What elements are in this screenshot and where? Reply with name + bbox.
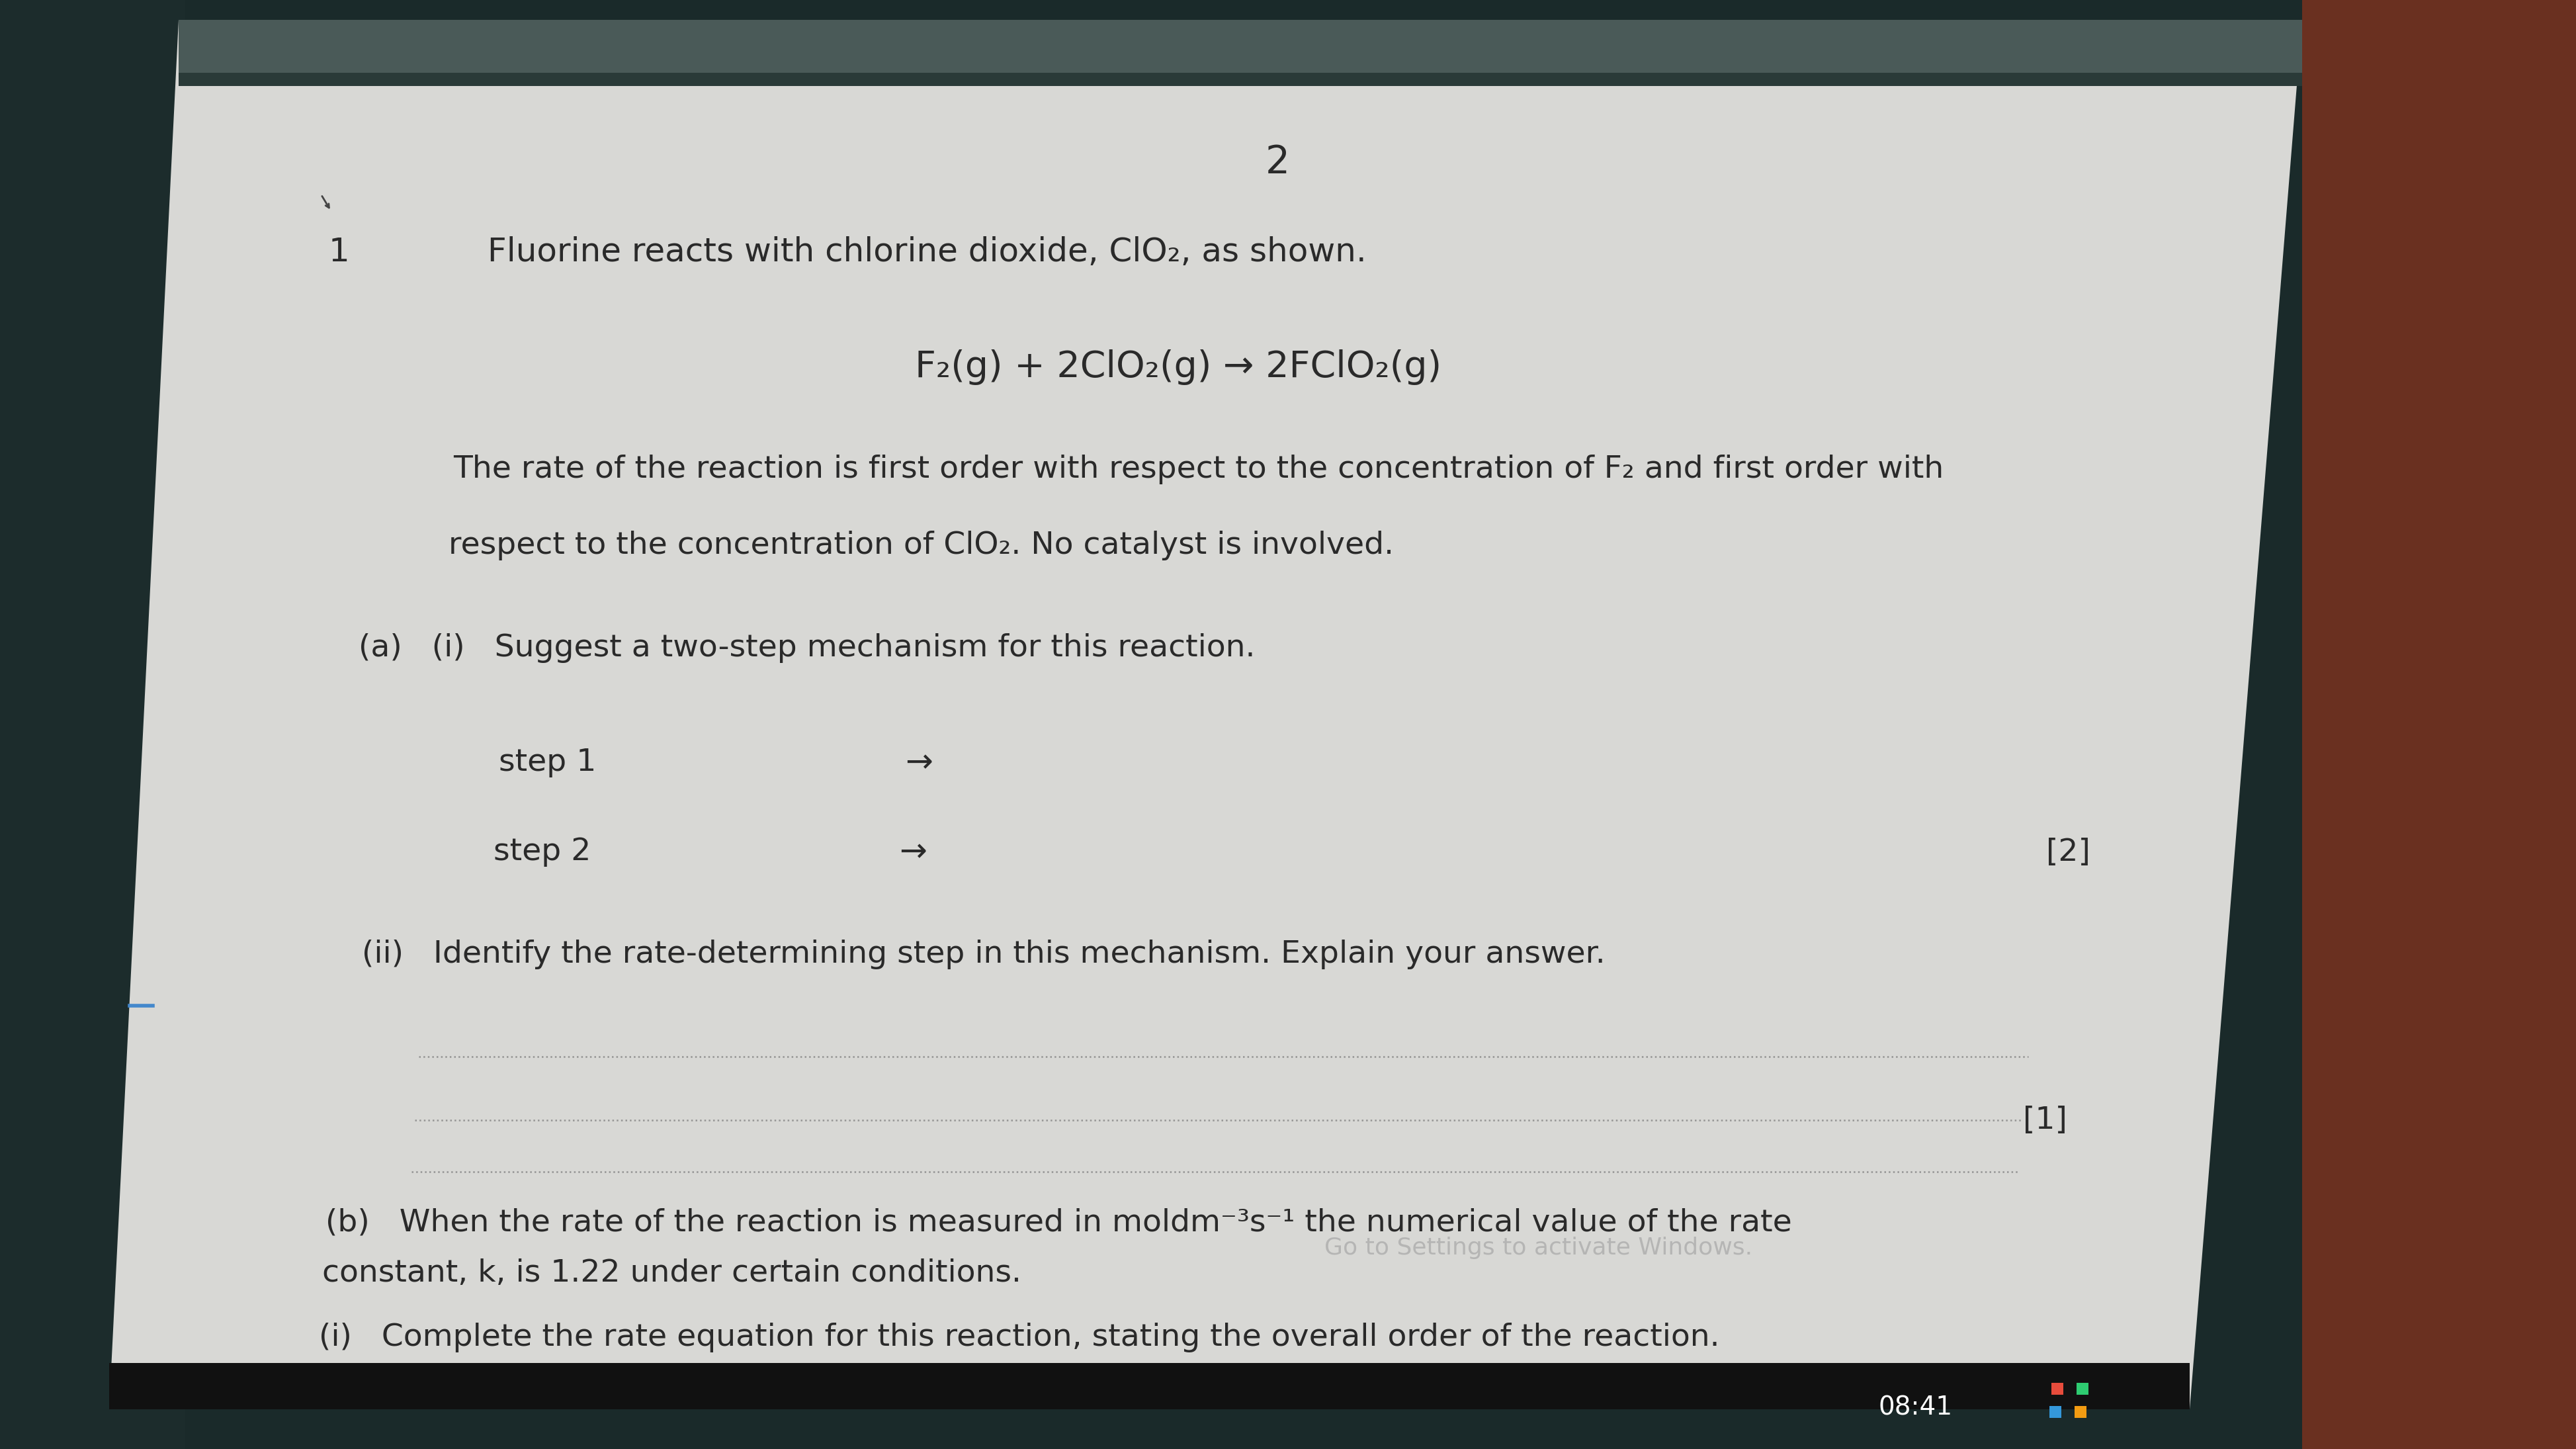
Text: Fluorine reacts with chlorine dioxide, ClO₂, as shown.: Fluorine reacts with chlorine dioxide, C…	[487, 236, 1365, 268]
Bar	[2050, 1382, 2063, 1395]
Bar	[2050, 1406, 2061, 1419]
Text: (i)   Complete the rate equation for this reaction, stating the overall order of: (i) Complete the rate equation for this …	[319, 1323, 1721, 1352]
Text: constant, k, is 1.22 under certain conditions.: constant, k, is 1.22 under certain condi…	[322, 1259, 1023, 1288]
Polygon shape	[178, 20, 2303, 72]
Text: (a)   (i)   Suggest a two-step mechanism for this reaction.: (a) (i) Suggest a two-step mechanism for…	[358, 633, 1255, 662]
Text: F₂(g) + 2ClO₂(g) → 2FClO₂(g): F₂(g) + 2ClO₂(g) → 2FClO₂(g)	[914, 349, 1443, 385]
Bar	[2074, 1406, 2087, 1419]
Polygon shape	[108, 20, 2303, 1410]
Text: (b)   When the rate of the reaction is measured in moldm⁻³s⁻¹ the numerical valu: (b) When the rate of the reaction is mea…	[325, 1207, 1793, 1237]
Bar	[2076, 1382, 2089, 1395]
Text: 1: 1	[330, 236, 350, 268]
Polygon shape	[108, 1364, 2190, 1410]
Text: [2]: [2]	[2045, 838, 2089, 867]
Text: →: →	[904, 746, 933, 778]
Text: (ii)   Identify the rate-determining step in this mechanism. Explain your answer: (ii) Identify the rate-determining step …	[361, 939, 1605, 969]
Polygon shape	[178, 72, 2303, 85]
Text: 2: 2	[1265, 143, 1291, 181]
Text: The rate of the reaction is first order with respect to the concentration of F₂ : The rate of the reaction is first order …	[453, 454, 1945, 484]
Text: step 1: step 1	[500, 748, 598, 778]
Polygon shape	[0, 0, 185, 1449]
Text: 08:41: 08:41	[1878, 1395, 1953, 1420]
Text: [1]: [1]	[2022, 1106, 2069, 1135]
Text: step 2: step 2	[495, 838, 590, 867]
Polygon shape	[2303, 0, 2576, 1449]
Text: Go to Settings to activate Windows.: Go to Settings to activate Windows.	[1324, 1237, 1752, 1259]
Text: →: →	[899, 836, 927, 868]
Text: respect to the concentration of ClO₂. No catalyst is involved.: respect to the concentration of ClO₂. No…	[448, 530, 1394, 561]
